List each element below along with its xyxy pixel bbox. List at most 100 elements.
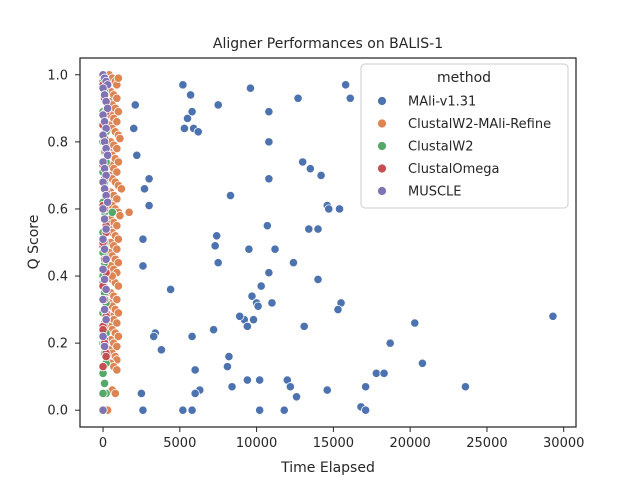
plot-frame bbox=[79, 57, 577, 428]
y-tick-label: 0.6 bbox=[47, 202, 68, 217]
data-point bbox=[333, 304, 343, 315]
data-point bbox=[99, 304, 110, 315]
data-point bbox=[225, 190, 236, 201]
data-point bbox=[222, 362, 233, 372]
data-point bbox=[548, 311, 558, 321]
y-axis-ticks: 0.0 0.2 0.4 0.6 0.8 1.0 bbox=[47, 68, 80, 419]
data-point bbox=[116, 184, 127, 194]
data-point bbox=[115, 133, 125, 144]
data-point bbox=[101, 315, 111, 325]
data-point bbox=[187, 331, 197, 342]
data-point bbox=[334, 204, 345, 214]
data-point bbox=[190, 388, 200, 399]
series-mali-v1-31 bbox=[129, 80, 558, 415]
data-point bbox=[245, 83, 256, 93]
data-point bbox=[103, 150, 113, 160]
y-tick-label: 0.4 bbox=[47, 270, 68, 285]
legend-title: method bbox=[437, 70, 491, 86]
data-point bbox=[110, 388, 120, 399]
data-point bbox=[112, 143, 122, 154]
data-point bbox=[208, 325, 219, 335]
data-point bbox=[371, 368, 381, 378]
data-point bbox=[193, 127, 203, 137]
data-point bbox=[112, 244, 122, 254]
data-point bbox=[115, 211, 125, 221]
x-axis-label: Time Elapsed bbox=[280, 460, 375, 476]
data-point bbox=[305, 164, 315, 174]
data-point bbox=[101, 254, 111, 264]
data-point bbox=[113, 234, 123, 244]
data-point bbox=[270, 244, 280, 254]
data-point bbox=[112, 365, 122, 375]
data-point bbox=[124, 207, 134, 217]
x-tick-label: 5000 bbox=[163, 436, 196, 451]
data-point bbox=[345, 93, 355, 103]
data-point bbox=[113, 73, 123, 83]
data-point bbox=[210, 241, 220, 251]
data-point bbox=[212, 231, 222, 241]
data-point bbox=[99, 214, 110, 224]
data-point bbox=[293, 93, 303, 103]
data-point bbox=[178, 80, 188, 90]
data-point bbox=[101, 351, 111, 362]
data-point bbox=[242, 321, 252, 331]
data-point bbox=[132, 150, 142, 160]
legend-label: MUSCLE bbox=[408, 185, 462, 200]
series-muscle bbox=[98, 70, 113, 415]
data-point bbox=[138, 261, 148, 271]
points-layer bbox=[98, 70, 558, 415]
legend-entries: MAli-v1.31 ClustalW2-MAli-Refine ClustalW2… bbox=[377, 95, 551, 200]
legend-label: ClustalW2 bbox=[408, 140, 474, 155]
data-point bbox=[255, 405, 265, 415]
data-point bbox=[98, 294, 108, 305]
data-point bbox=[247, 291, 257, 301]
data-point bbox=[253, 301, 263, 311]
legend-label: ClustalW2-MAli-Refine bbox=[408, 117, 551, 132]
data-point bbox=[264, 174, 274, 184]
data-point bbox=[149, 331, 159, 342]
data-point bbox=[267, 298, 277, 308]
data-point bbox=[185, 90, 196, 100]
data-point bbox=[112, 194, 122, 204]
legend-marker bbox=[377, 118, 387, 129]
legend-marker bbox=[377, 186, 387, 196]
data-point bbox=[279, 405, 289, 415]
data-point bbox=[103, 197, 113, 207]
data-point bbox=[361, 405, 371, 415]
data-point bbox=[112, 167, 122, 177]
data-point bbox=[316, 170, 326, 181]
legend-box bbox=[360, 63, 569, 209]
y-tick-label: 0.8 bbox=[47, 135, 68, 150]
data-point bbox=[256, 281, 266, 291]
data-point bbox=[285, 382, 295, 392]
data-point bbox=[341, 80, 351, 90]
data-point bbox=[99, 378, 110, 388]
data-point bbox=[313, 224, 323, 234]
data-point bbox=[262, 221, 272, 231]
data-point bbox=[190, 365, 200, 375]
chart-title: Aligner Performances on BALIS-1 bbox=[213, 36, 443, 52]
data-point bbox=[156, 345, 166, 355]
data-point bbox=[98, 331, 108, 342]
data-point bbox=[385, 338, 395, 348]
x-tick-label: 10000 bbox=[236, 436, 277, 451]
data-point bbox=[113, 258, 123, 268]
data-point bbox=[255, 375, 265, 385]
data-point bbox=[213, 258, 223, 268]
data-point bbox=[235, 311, 245, 321]
data-point bbox=[299, 321, 309, 331]
data-point bbox=[213, 100, 223, 110]
data-point bbox=[187, 405, 197, 415]
data-point bbox=[264, 107, 274, 117]
data-point bbox=[178, 405, 188, 415]
y-axis-label: Q Score bbox=[26, 215, 42, 270]
data-point bbox=[103, 103, 113, 113]
data-point bbox=[107, 207, 117, 217]
data-point bbox=[98, 362, 108, 372]
data-point bbox=[182, 113, 193, 123]
legend-marker bbox=[377, 141, 387, 151]
data-point bbox=[112, 93, 122, 103]
x-tick-label: 0 bbox=[99, 436, 107, 451]
